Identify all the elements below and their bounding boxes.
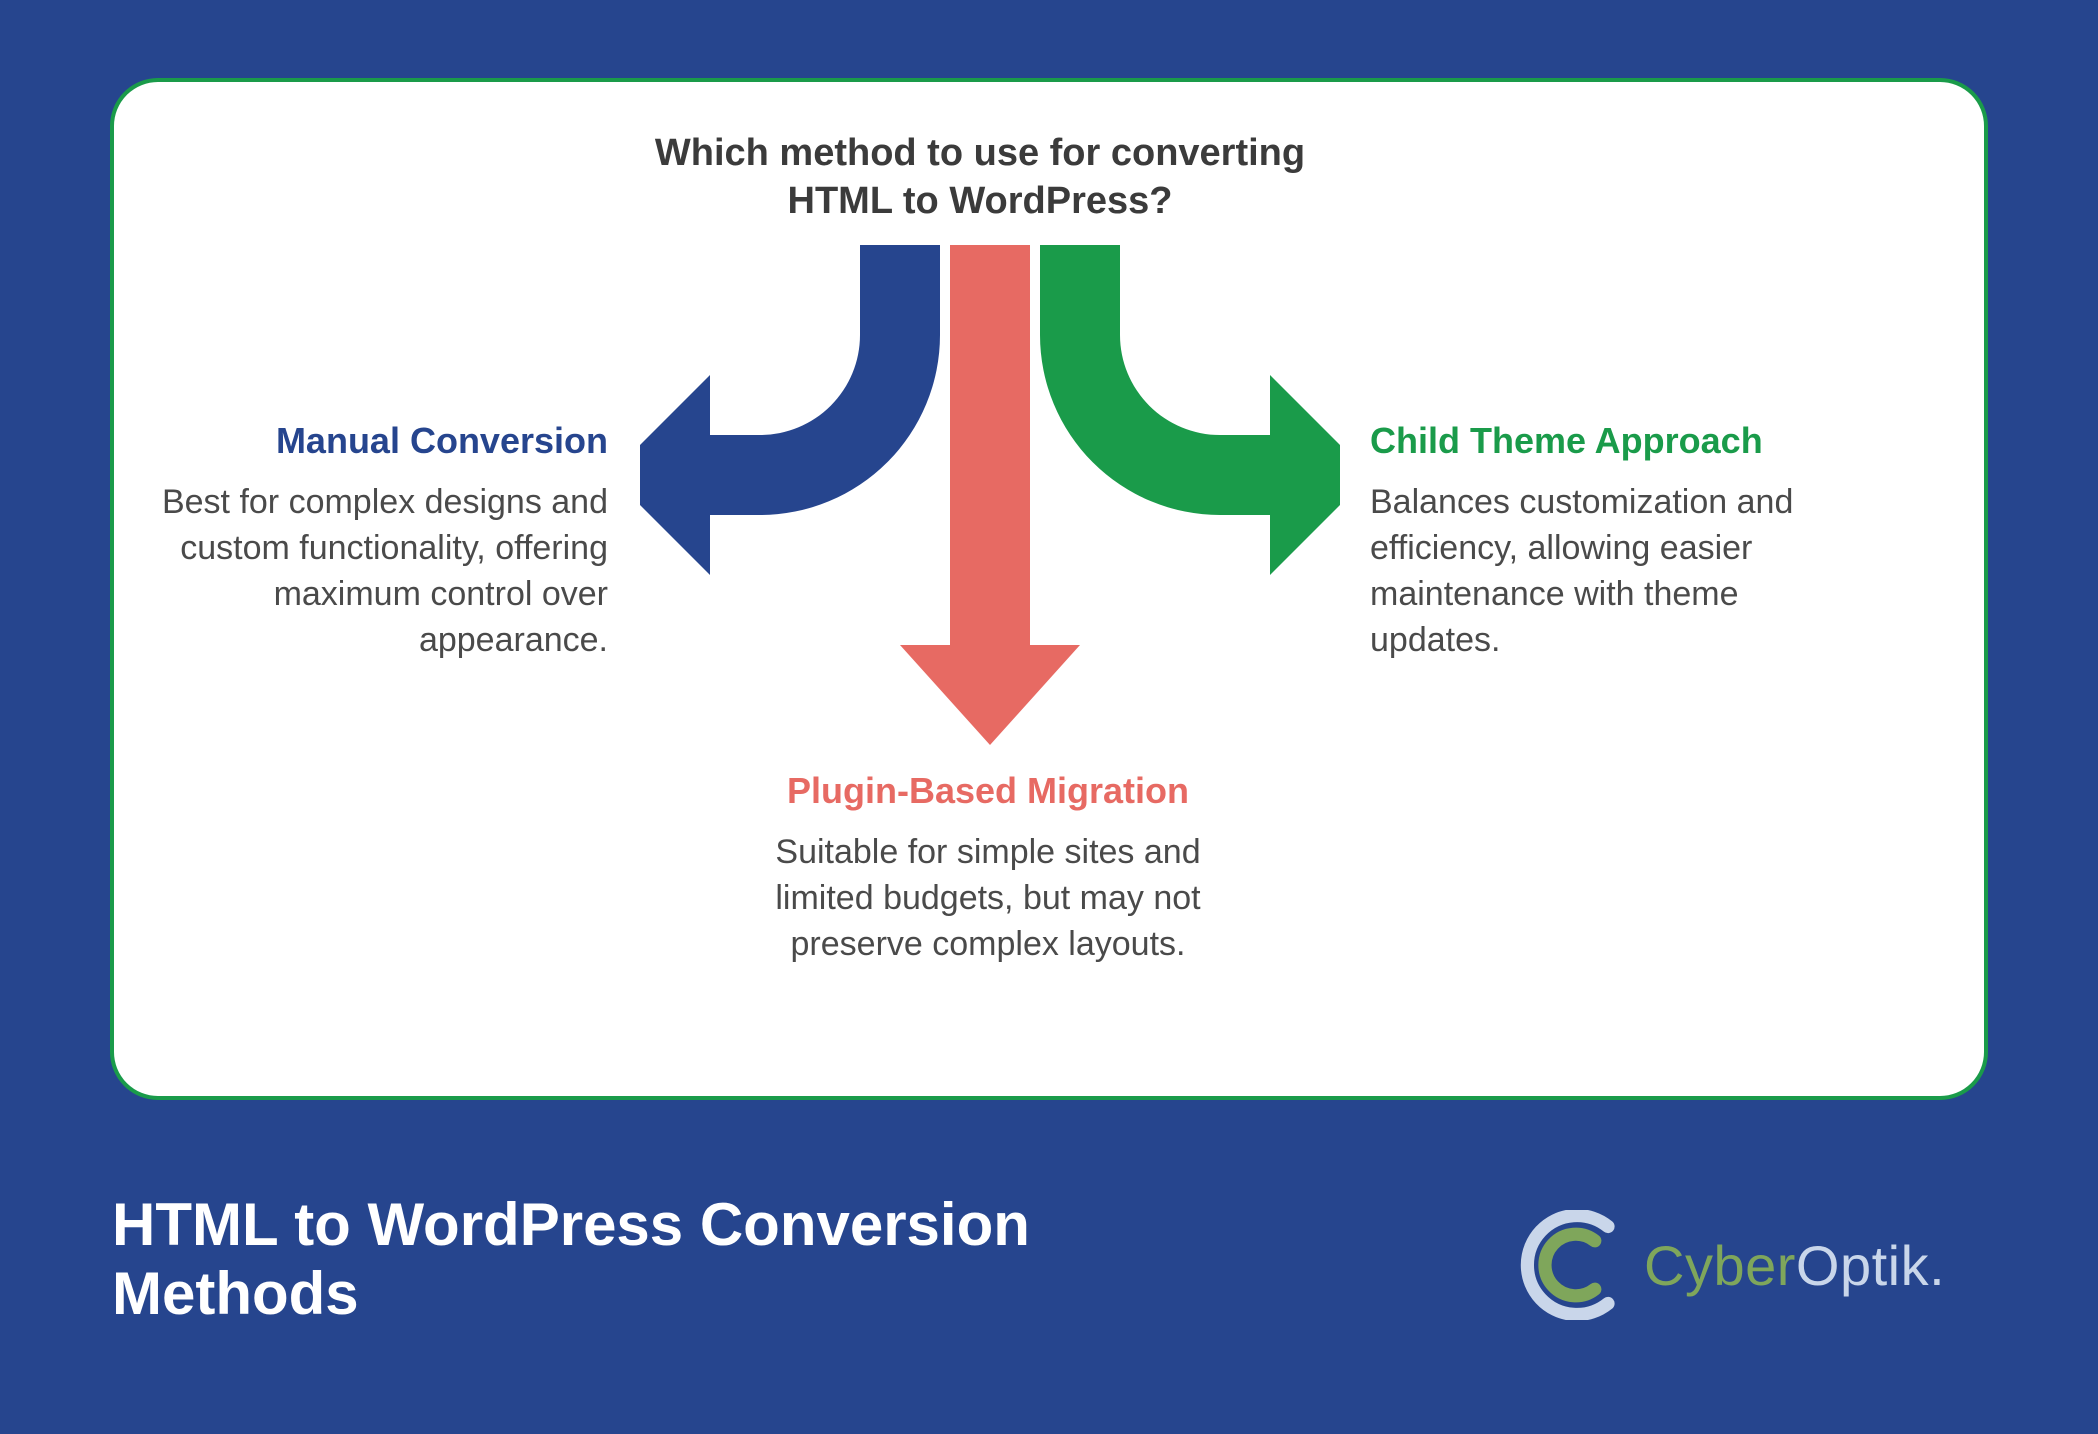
method-right: Child Theme Approach Balances customizat… [1370,420,1870,664]
method-left: Manual Conversion Best for complex desig… [138,420,608,664]
question-line1: Which method to use for converting [655,132,1305,174]
question-line2: HTML to WordPress? [788,180,1173,222]
logo-text: CyberOptik. [1644,1233,1945,1298]
logo-text-optik: Optik. [1796,1234,1945,1297]
method-left-title: Manual Conversion [138,420,608,462]
brand-logo: CyberOptik. [1520,1210,1945,1320]
arrow-right [1040,245,1340,575]
method-center-title: Plugin-Based Migration [728,770,1248,812]
arrow-left [640,245,940,575]
logo-text-cyber: Cyber [1644,1234,1796,1297]
method-center: Plugin-Based Migration Suitable for simp… [728,770,1248,968]
method-left-body: Best for complex designs and custom func… [138,480,608,664]
page-title: HTML to WordPress Conversion Methods [112,1190,1212,1328]
method-right-body: Balances customization and efficiency, a… [1370,480,1870,664]
page-title-line2: Methods [112,1260,359,1327]
branching-arrows [640,245,1340,745]
method-center-body: Suitable for simple sites and limited bu… [728,830,1248,968]
question-text: Which method to use for converting HTML … [620,130,1340,225]
method-right-title: Child Theme Approach [1370,420,1870,462]
page-title-line1: HTML to WordPress Conversion [112,1191,1030,1258]
logo-icon [1520,1210,1630,1320]
